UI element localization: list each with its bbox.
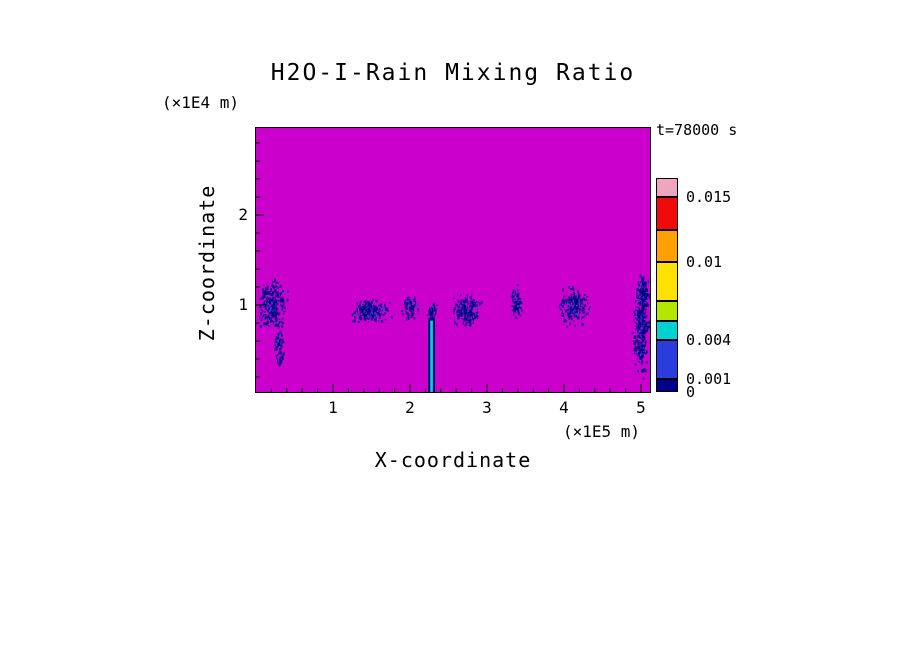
colorbar-label: 0.01 [686, 253, 723, 271]
x-tick-label: 4 [559, 398, 569, 417]
colorbar-label: 0.015 [686, 188, 732, 206]
x-axis-label: X-coordinate [374, 448, 532, 472]
z-axis-unit: (×1E4 m) [162, 93, 240, 112]
axis-ticks [256, 142, 642, 392]
colorbar-segment [656, 379, 678, 392]
x-tick-label: 2 [405, 398, 415, 417]
x-axis-unit: (×1E5 m) [563, 422, 641, 441]
rain-region [401, 295, 420, 321]
rain-region [510, 284, 523, 319]
plot-title: H2O-I-Rain Mixing Ratio [270, 60, 636, 86]
z-tick-label: 2 [238, 205, 248, 224]
colorbar-segment [656, 177, 678, 197]
plot-area [255, 127, 651, 393]
x-tick-label: 5 [636, 398, 646, 417]
rain-region [351, 298, 393, 324]
colorbar-segment [656, 229, 678, 262]
rain-region [257, 278, 289, 329]
heatmap-canvas [256, 142, 650, 392]
colorbar-label: 0.001 [686, 370, 732, 388]
z-axis-label: Z-coordinate [195, 184, 219, 342]
colorbar [656, 177, 678, 392]
colorbar-segment [656, 197, 678, 230]
colorbar-segment [656, 301, 678, 321]
x-tick-label: 1 [328, 398, 338, 417]
rain-region [450, 294, 483, 327]
colorbar-label: 0.004 [686, 331, 732, 349]
rain-region [426, 303, 438, 320]
colorbar-segment [656, 320, 678, 340]
time-label: t=78000 s [656, 121, 738, 139]
rain-region [274, 325, 285, 367]
colorbar-segment [656, 340, 678, 379]
colorbar-segment [656, 262, 678, 301]
x-tick-label: 3 [482, 398, 492, 417]
rain-region [637, 274, 650, 314]
z-tick-label: 1 [238, 295, 248, 314]
rain-region [559, 286, 591, 328]
rain-shaft [428, 317, 435, 392]
colorbar-label: 0 [686, 383, 696, 401]
